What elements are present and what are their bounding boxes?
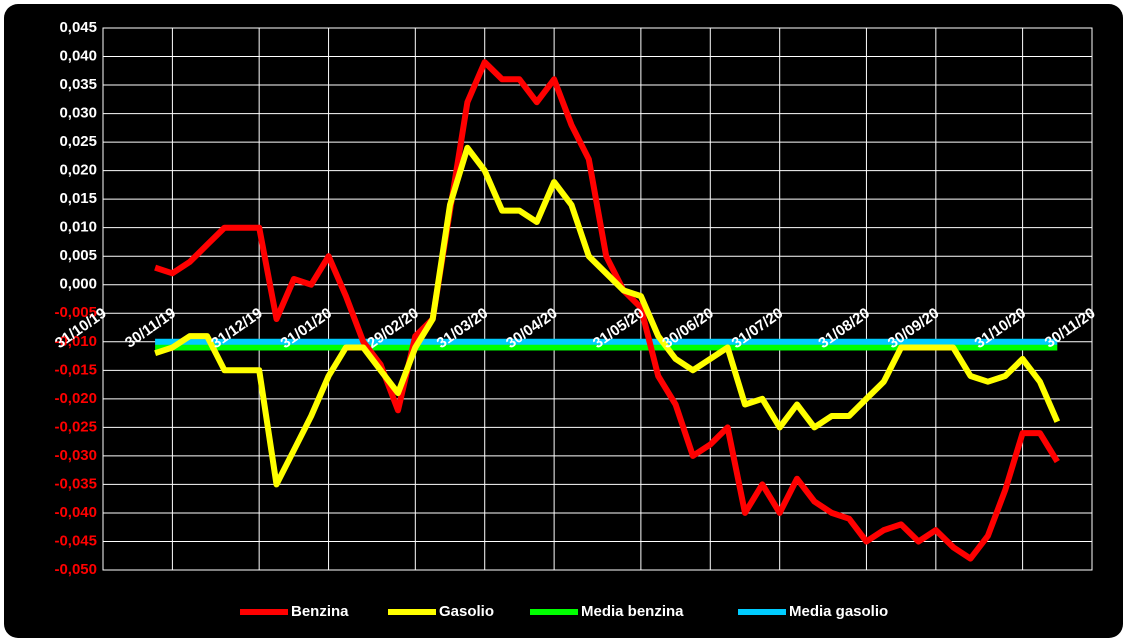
y-tick-label: -0,045	[54, 532, 97, 549]
y-tick-label: -0,010	[54, 333, 97, 350]
y-tick-label: 0,010	[59, 219, 97, 236]
plot-border	[102, 27, 1093, 571]
legend-label: Benzina	[291, 603, 349, 620]
y-tick-label: 0,020	[59, 162, 97, 179]
y-tick-label: -0,005	[54, 304, 97, 321]
legend-label: Gasolio	[439, 603, 494, 620]
y-tick-label: 0,045	[59, 19, 97, 36]
y-tick-label: -0,030	[54, 447, 97, 464]
y-tick-label: 0,015	[59, 190, 97, 207]
y-tick-label: -0,040	[54, 504, 97, 521]
chart-background	[4, 4, 1123, 638]
y-tick-label: 0,035	[59, 76, 97, 93]
y-tick-label: 0,040	[59, 47, 97, 64]
y-tick-label: 0,005	[59, 247, 97, 264]
y-tick-label: 0,025	[59, 133, 97, 150]
legend-label: Media benzina	[581, 603, 684, 620]
y-tick-label: 0,000	[59, 276, 97, 293]
series-line	[154, 144, 1061, 488]
series-line	[154, 59, 1060, 562]
y-tick-label: -0,050	[54, 561, 97, 578]
y-tick-label: -0,035	[54, 475, 97, 492]
y-tick-label: -0,025	[54, 418, 97, 435]
legend-label: Media gasolio	[789, 603, 888, 620]
y-tick-label: 0,030	[59, 105, 97, 122]
y-tick-label: -0,015	[54, 361, 97, 378]
y-tick-label: -0,020	[54, 390, 97, 407]
